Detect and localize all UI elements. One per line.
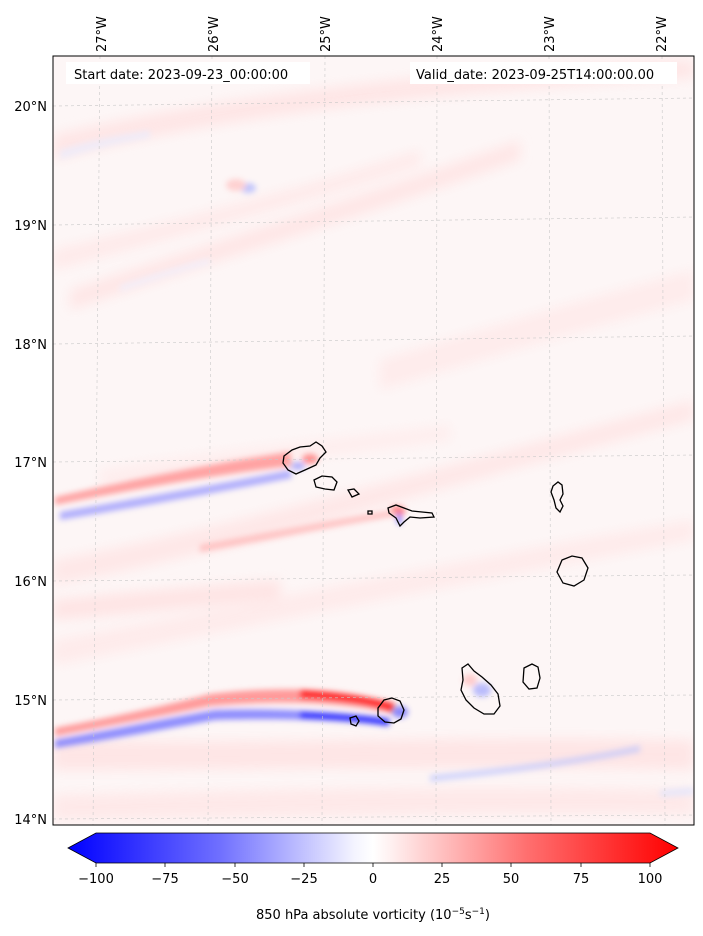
start-date-label: Start date: 2023-09-23_00:00:00 <box>74 68 288 83</box>
colorbar-tick-label: −50 <box>221 872 248 887</box>
island-boa-vista <box>556 555 589 587</box>
vorticity-field <box>53 56 694 825</box>
colorbar-bar <box>67 832 679 864</box>
colorbar-tick-label: 25 <box>434 872 451 887</box>
longitude-tick-labels: 27°W 26°W 25°W 24°W 23°W 22°W <box>95 16 670 52</box>
colorbar-tick-label: −100 <box>78 872 114 887</box>
island-sao-vicente <box>313 475 338 491</box>
lat-tick-label: 16°N <box>14 575 47 590</box>
lat-tick-label: 19°N <box>14 219 47 234</box>
latitude-tick-labels: 20°N 19°N 18°N 17°N 16°N 15°N 14°N <box>14 100 47 828</box>
lon-tick-label: 24°W <box>431 16 446 52</box>
colorbar-label-mid: s <box>465 908 472 923</box>
lon-tick-label: 25°W <box>319 16 334 52</box>
island-santo-antao <box>282 441 327 475</box>
island-santa-luzia <box>346 488 361 498</box>
colorbar-tick-label: 100 <box>638 872 663 887</box>
lon-tick-label: 27°W <box>95 16 110 52</box>
colorbar-tick-label: −25 <box>290 872 317 887</box>
island-maio <box>522 663 541 690</box>
colorbar-tick-label: 75 <box>573 872 590 887</box>
map-frame <box>52 55 695 826</box>
colorbar-label-exp1: −5 <box>452 907 465 917</box>
island-sao-nicolau <box>387 504 436 528</box>
island-coastlines <box>282 441 589 727</box>
valid-date-label: Valid_date: 2023-09-25T14:00:00.00 <box>416 68 654 83</box>
lat-tick-label: 20°N <box>14 100 47 115</box>
island-fogo <box>377 697 405 724</box>
lat-tick-label: 17°N <box>14 456 47 471</box>
colorbar-label: 850 hPa absolute vorticity (10−5s−1) <box>256 907 490 923</box>
island-branco <box>367 510 373 515</box>
colorbar-tick-label: 50 <box>503 872 520 887</box>
colorbar-tick-label: 0 <box>369 872 377 887</box>
colorbar-label-main: 850 hPa absolute vorticity (10 <box>256 908 452 923</box>
lat-tick-label: 18°N <box>14 338 47 353</box>
island-brava <box>349 715 360 727</box>
lat-tick-label: 14°N <box>14 813 47 828</box>
colorbar-tick-label: −75 <box>151 872 178 887</box>
colorbar: −100 −75 −50 −25 0 25 50 75 100 850 hPa … <box>67 832 679 923</box>
lon-tick-label: 26°W <box>207 16 222 52</box>
lat-tick-label: 15°N <box>14 694 47 709</box>
lon-tick-label: 23°W <box>543 16 558 52</box>
colorbar-label-exp2: −1 <box>472 907 485 917</box>
colorbar-label-end: ) <box>485 908 490 923</box>
lon-tick-label: 22°W <box>655 16 670 52</box>
graticule <box>53 56 694 825</box>
island-sal <box>550 481 564 514</box>
island-santiago <box>460 663 501 715</box>
